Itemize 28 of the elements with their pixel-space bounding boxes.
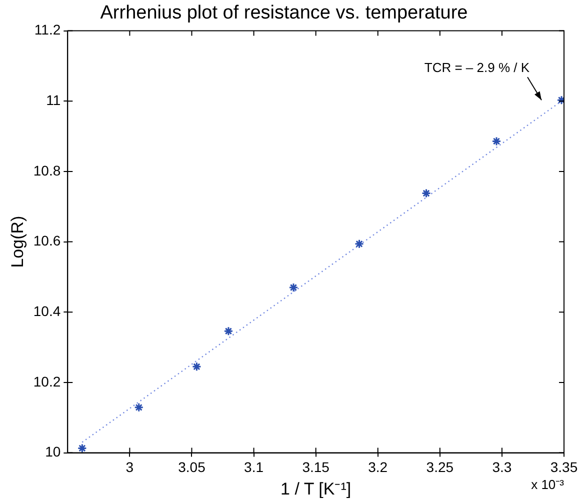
x-tick-label: 3 bbox=[126, 459, 134, 476]
x-tick-label: 3.2 bbox=[368, 459, 388, 476]
point bbox=[492, 136, 502, 146]
y-axis-title: Log(R) bbox=[8, 216, 27, 268]
y-tick-label: 10.6 bbox=[33, 232, 61, 249]
annotation: TCR = – 2.9 % / K bbox=[424, 60, 530, 76]
point bbox=[422, 188, 432, 198]
x-tick-label: 3.1 bbox=[244, 459, 264, 476]
point bbox=[192, 362, 202, 372]
x-tick-label: 3.05 bbox=[178, 459, 206, 476]
y-tick-label: 11.2 bbox=[34, 22, 61, 38]
chart-title: Arrhenius plot of resistance vs. temperature bbox=[100, 2, 468, 24]
x-tick-label: 3.25 bbox=[426, 459, 454, 476]
x-tick-label: 3.15 bbox=[302, 459, 330, 476]
point bbox=[77, 443, 87, 453]
point bbox=[288, 282, 298, 292]
y-tick-label: 10.2 bbox=[33, 373, 61, 390]
x-tick-label: 3.3 bbox=[492, 459, 512, 476]
point bbox=[134, 402, 144, 412]
x-axis-title: 1 / T [K⁻¹] bbox=[280, 479, 352, 498]
y-tick-label: 10.8 bbox=[33, 162, 61, 178]
y-tick-label: 10.4 bbox=[33, 302, 61, 319]
y-tick-label: 10 bbox=[45, 444, 61, 460]
point bbox=[354, 239, 364, 249]
text: x 10⁻³ bbox=[531, 476, 565, 492]
x-tick-label: 3.35 bbox=[550, 459, 578, 476]
point bbox=[224, 326, 234, 336]
y-tick-label: 11 bbox=[46, 92, 61, 108]
